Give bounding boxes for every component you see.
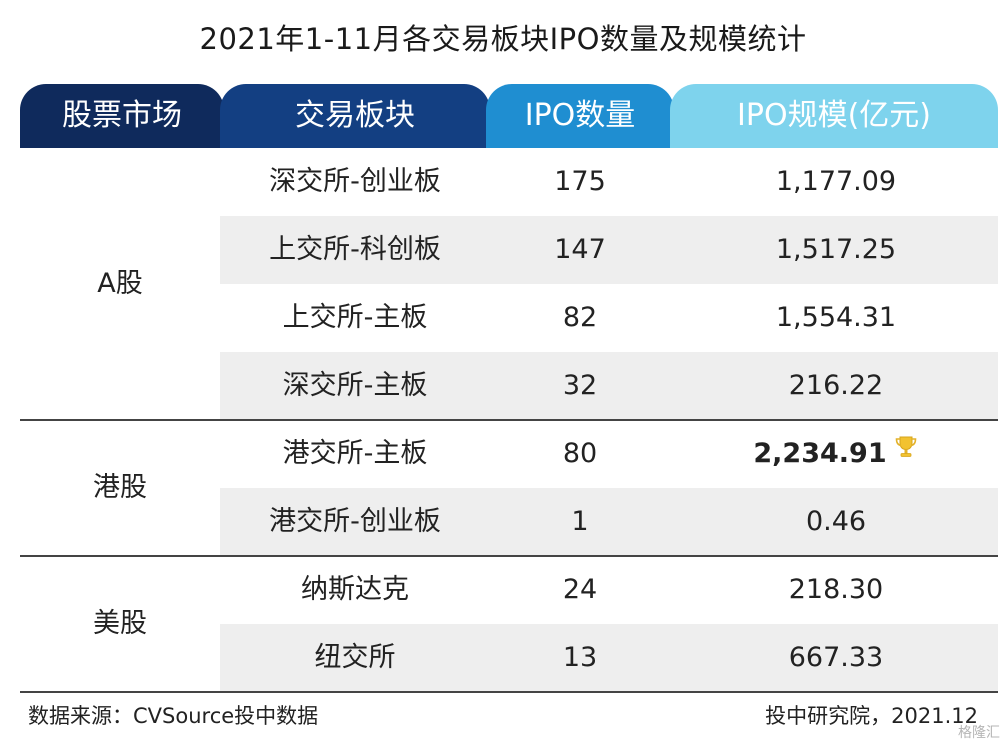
cell-scale: 667.33 [674,624,998,692]
cell-board: 上交所-主板 [282,302,428,333]
cell-scale-value: 2,234.91 [753,438,887,469]
cell-board: 港交所-创业板 [269,506,441,537]
group-divider [20,691,998,693]
cell-board: 港交所-主板 [282,438,428,469]
table-row: 深交所-主板 32 216.22 [220,352,998,420]
market-label: 美股 [93,608,147,639]
table-row: 港交所-主板 80 2,234.91 [220,420,998,488]
cell-scale-value: 1,554.31 [775,302,897,333]
cell-scale-value: 1,517.25 [775,234,897,265]
footer-credit: 投中研究院，2021.12 [765,704,978,728]
chart-title: 2021年1-11月各交易板块IPO数量及规模统计 [199,22,807,56]
cell-count: 24 [562,574,598,605]
header-scale: IPO规模(亿元) [670,84,998,148]
table-row: 纽交所 13 667.33 [220,624,998,692]
cell-count: 80 [562,438,598,469]
cell-scale-value: 218.30 [788,574,884,605]
table-row: 上交所-科创板 147 1,517.25 [220,216,998,284]
cell-count: 1 [571,506,589,537]
cell-board: 深交所-创业板 [269,166,441,197]
cell-scale: 1,554.31 [674,284,998,352]
cell-board: 纽交所 [314,642,396,673]
cell-scale-value: 667.33 [788,642,884,673]
table-row: 上交所-主板 82 1,554.31 [220,284,998,352]
cell-board: 上交所-科创板 [269,234,441,265]
group-divider [20,419,998,421]
cell-scale: 1,517.25 [674,216,998,284]
cell-board: 纳斯达克 [301,574,409,605]
table-row: 深交所-创业板 175 1,177.09 [220,148,998,216]
table-header: 股票市场 交易板块 IPO数量 IPO规模(亿元) [20,84,998,148]
cell-board: 深交所-主板 [282,370,428,401]
table-row: 港交所-创业板 1 0.46 [220,488,998,556]
cell-scale-value: 1,177.09 [775,166,897,197]
cell-scale: 0.46 [674,488,998,556]
cell-count: 13 [562,642,598,673]
trophy-icon [893,418,919,486]
group-divider [20,555,998,557]
watermark-logo: 格隆汇 [958,725,1000,741]
cell-scale-value: 216.22 [788,370,884,401]
header-board: 交易板块 [220,84,490,148]
footer-source: 数据来源：CVSource投中数据 [28,704,319,728]
cell-count: 147 [554,234,606,265]
header-market: 股票市场 [20,84,224,148]
cell-count: 175 [554,166,606,197]
market-label: A股 [97,268,143,299]
header-count: IPO数量 [486,84,674,148]
cell-count: 82 [562,302,598,333]
cell-scale: 2,234.91 [674,420,998,488]
cell-scale: 218.30 [674,556,998,624]
cell-scale: 1,177.09 [674,148,998,216]
cell-scale-value: 0.46 [805,506,867,537]
table-row: 纳斯达克 24 218.30 [220,556,998,624]
cell-count: 32 [562,370,598,401]
market-label: 港股 [93,472,147,503]
cell-scale: 216.22 [674,352,998,420]
